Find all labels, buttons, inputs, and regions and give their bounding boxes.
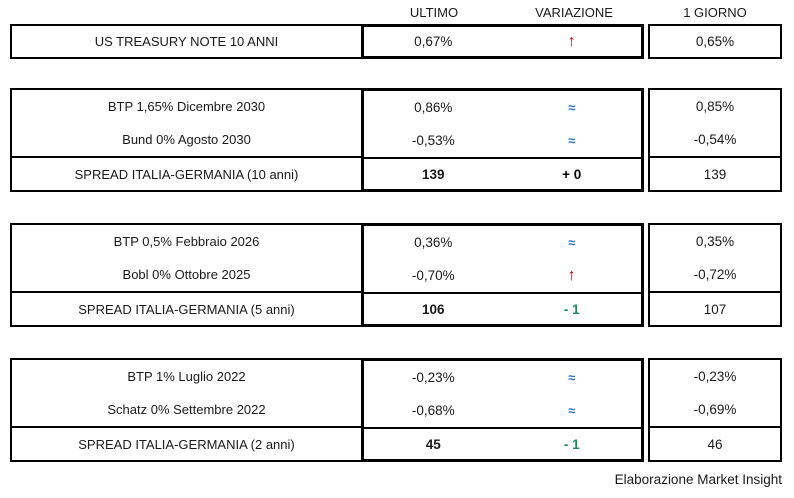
approx-equal-icon: ≈ (568, 133, 576, 148)
ultimo-variazione-box: 0,36% ≈ -0,70% ↑ 106 - 1 (361, 223, 644, 327)
giorno-column-box: -0,23% -0,69% 46 (648, 358, 782, 462)
up-arrow-icon: ↑ (567, 266, 576, 284)
spread-delta-value: - 1 (563, 436, 580, 452)
instrument-label: US TREASURY NOTE 10 ANNI (94, 34, 279, 49)
spread-ultimo-value: 45 (425, 436, 441, 452)
instrument-label: Bund 0% Agosto 2030 (122, 132, 251, 147)
spread-delta-value: + 0 (562, 166, 582, 182)
spread-label: SPREAD ITALIA-GERMANIA (2 anni) (12, 426, 361, 460)
giorno-value: 0,35% (695, 234, 735, 249)
approx-equal-icon: ≈ (568, 100, 576, 115)
us-treasury-block: US TREASURY NOTE 10 ANNI 0,67% ↑ 0,65% (0, 24, 794, 59)
bond-block-2y: BTP 1% Luglio 2022 Schatz 0% Settembre 2… (0, 358, 794, 462)
approx-equal-icon: ≈ (568, 370, 576, 385)
giorno-value: 0,85% (695, 99, 735, 114)
giorno-value: -0,72% (693, 267, 737, 282)
column-header-variazione: VARIAZIONE (535, 5, 613, 20)
spread-giorno-value: 139 (650, 156, 780, 190)
ultimo-variazione-box: 0,86% ≈ -0,53% ≈ 139 + 0 (361, 88, 644, 192)
approx-equal-icon: ≈ (568, 403, 576, 418)
ultimo-value: -0,70% (411, 268, 455, 283)
spread-label: SPREAD ITALIA-GERMANIA (5 anni) (12, 291, 361, 325)
approx-equal-icon: ≈ (568, 235, 576, 250)
column-header-ultimo: ULTIMO (409, 5, 459, 20)
instrument-label: BTP 0,5% Febbraio 2026 (113, 234, 260, 249)
spread-label: SPREAD ITALIA-GERMANIA (10 anni) (12, 156, 361, 190)
column-header-1giorno: 1 GIORNO (683, 5, 747, 20)
instrument-label: BTP 1% Luglio 2022 (127, 369, 246, 384)
ultimo-value: -0,23% (411, 370, 455, 385)
ultimo-variazione-box: 0,67% ↑ (361, 24, 644, 59)
giorno-column-box: 0,65% (648, 24, 782, 59)
label-column-box: BTP 0,5% Febbraio 2026 Bobl 0% Ottobre 2… (10, 223, 363, 327)
label-column-box: BTP 1,65% Dicembre 2030 Bund 0% Agosto 2… (10, 88, 363, 192)
bond-block-5y: BTP 0,5% Febbraio 2026 Bobl 0% Ottobre 2… (0, 223, 794, 327)
instrument-label: BTP 1,65% Dicembre 2030 (107, 99, 266, 114)
instrument-label: Bobl 0% Ottobre 2025 (122, 267, 251, 282)
ultimo-value: -0,53% (411, 133, 455, 148)
spread-delta-value: - 1 (563, 301, 580, 317)
label-column-box: BTP 1% Luglio 2022 Schatz 0% Settembre 2… (10, 358, 363, 462)
giorno-value: 0,65% (695, 34, 735, 49)
spread-ultimo-value: 139 (421, 166, 445, 182)
spread-giorno-value: 46 (650, 426, 780, 460)
bond-block-10y: BTP 1,65% Dicembre 2030 Bund 0% Agosto 2… (0, 88, 794, 192)
up-arrow-icon: ↑ (567, 32, 576, 50)
source-credit: Elaborazione Market Insight (614, 472, 782, 487)
giorno-column-box: 0,35% -0,72% 107 (648, 223, 782, 327)
ultimo-value: 0,67% (414, 34, 453, 49)
giorno-value: -0,54% (693, 132, 737, 147)
giorno-value: -0,23% (693, 369, 737, 384)
spread-giorno-value: 107 (650, 291, 780, 325)
ultimo-value: -0,68% (411, 403, 455, 418)
label-column-box: US TREASURY NOTE 10 ANNI (10, 24, 363, 59)
instrument-label: Schatz 0% Settembre 2022 (107, 402, 266, 417)
ultimo-variazione-box: -0,23% ≈ -0,68% ≈ 45 - 1 (361, 358, 644, 462)
spread-ultimo-value: 106 (421, 301, 445, 317)
giorno-value: -0,69% (693, 402, 737, 417)
ultimo-value: 0,36% (414, 235, 453, 250)
giorno-column-box: 0,85% -0,54% 139 (648, 88, 782, 192)
ultimo-value: 0,86% (414, 100, 453, 115)
